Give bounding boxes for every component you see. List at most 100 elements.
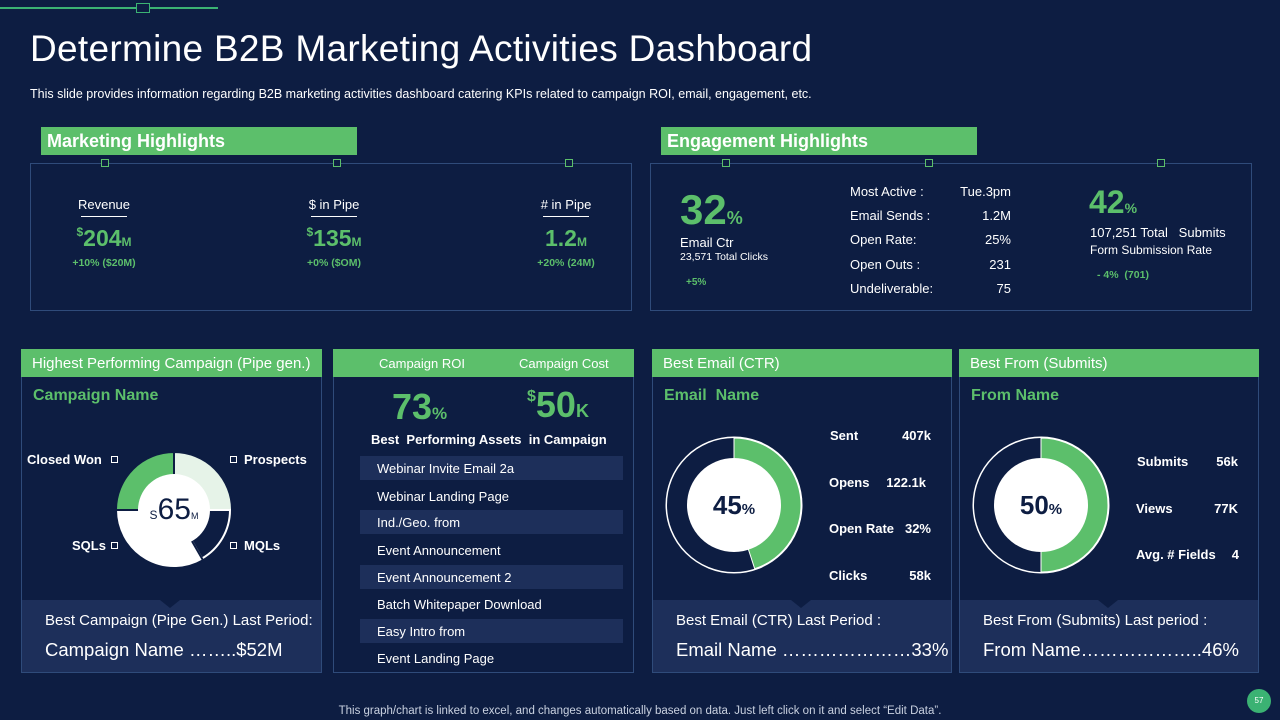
email-donut-value: 45% (694, 490, 774, 521)
email-metric-clicks-value: 58k (909, 568, 931, 583)
label-closed-won: Closed Won (27, 452, 102, 467)
email-ctr-label: Email Ctr (680, 235, 734, 250)
kpi-dollar-pipe-underline (311, 216, 357, 217)
campaign-roi-number: 73 (392, 386, 433, 427)
engagement-highlights-header: Engagement Highlights (661, 127, 977, 155)
form-rate-unit: % (1124, 200, 1138, 216)
marketing-connector-2 (333, 159, 341, 167)
stat-open-rate-label: Open Rate: (850, 232, 917, 247)
kpi-dollar-pipe-number: 135 (313, 225, 352, 251)
asset-row: Easy Intro from (360, 619, 623, 643)
form-card-footer (960, 600, 1258, 672)
email-ctr-value: 32% (680, 186, 743, 234)
stat-most-active-value: Tue.3pm (960, 184, 1011, 199)
form-card-header: Best From (Submits) (959, 349, 1259, 377)
form-foot-notch (1098, 600, 1118, 608)
kpi-count-pipe-number: 1.2 (545, 225, 577, 251)
roi-card-header (333, 349, 634, 377)
campaign-name-label: Campaign Name (33, 387, 159, 404)
marker-sqls (111, 542, 118, 549)
form-foot-value: From Name………………..46% (983, 639, 1239, 660)
engagement-connector-1 (722, 159, 730, 167)
slide-subtitle: This slide provides information regardin… (30, 87, 812, 101)
email-donut-number: 45 (712, 490, 742, 520)
asset-row: Event Landing Page (377, 651, 495, 666)
form-metric-avg-fields-value: 4 (1231, 547, 1239, 562)
campaign-foot-notch (160, 600, 180, 608)
marketing-connector-1 (101, 159, 109, 167)
kpi-revenue-suffix: M (121, 235, 132, 249)
kpi-dollar-pipe-label: $ in Pipe (308, 197, 360, 212)
email-metric-open-rate-value: 32% (904, 521, 931, 536)
label-mqls: MQLs (244, 538, 281, 553)
form-donut-chart (972, 436, 1110, 574)
email-metric-open-rate-label: Open Rate (829, 521, 895, 536)
form-metric-views-label: Views (1136, 501, 1173, 516)
chart-footnote: This graph/chart is linked to excel, and… (338, 705, 942, 717)
email-card-footer (653, 600, 951, 672)
marker-mqls (230, 542, 237, 549)
email-metric-sent-label: Sent (830, 428, 859, 443)
marker-prospects (230, 456, 237, 463)
kpi-count-pipe-suffix: M (576, 235, 587, 249)
engagement-highlights-panel (650, 163, 1252, 311)
marketing-highlights-panel (30, 163, 632, 311)
email-metric-sent-value: 407k (902, 428, 931, 443)
label-sqls: SQLs (72, 538, 106, 553)
email-ctr-clicks: 23,571 Total Clicks (680, 251, 768, 263)
kpi-dollar-pipe-prefix: $ (306, 225, 314, 239)
stat-most-active-label: Most Active : (850, 184, 924, 199)
email-ctr-change: +5% (686, 277, 707, 288)
campaign-foot-value: Campaign Name ……..$52M (45, 639, 283, 660)
asset-row: Batch Whitepaper Download (377, 597, 542, 612)
campaign-cost-label: Campaign Cost (519, 356, 609, 371)
campaign-cost-value: $50K (527, 384, 589, 426)
kpi-dollar-pipe: $ in Pipe $135M +0% ($OM) (264, 197, 404, 269)
stat-email-sends-value: 1.2M (982, 208, 1011, 223)
top-decoration-line (0, 7, 218, 9)
kpi-count-pipe-underline (543, 216, 589, 217)
form-metric-submits-value: 56k (1216, 454, 1238, 469)
kpi-revenue-value: $204M (34, 225, 174, 252)
campaign-roi-value: 73% (392, 386, 447, 428)
kpi-dollar-pipe-change: +0% ($OM) (307, 257, 361, 269)
stat-open-outs-label: Open Outs : (850, 257, 921, 272)
email-card-header: Best Email (CTR) (652, 349, 952, 377)
kpi-count-pipe-label: # in Pipe (540, 197, 592, 212)
campaign-card-header: Highest Performing Campaign (Pipe gen.) (21, 349, 322, 377)
form-metric-avg-fields-label: Avg. # Fields (1136, 547, 1216, 562)
form-total-submits: 107,251 Total Submits (1090, 225, 1226, 240)
slide-title: Determine B2B Marketing Activities Dashb… (30, 28, 813, 69)
email-foot-value: Email Name …………………33% (676, 639, 949, 660)
email-ctr-number: 32 (680, 186, 727, 233)
kpi-dollar-pipe-value: $135M (264, 225, 404, 252)
asset-row: Event Announcement 2 (360, 565, 623, 589)
engagement-connector-3 (1157, 159, 1165, 167)
email-ctr-unit: % (726, 208, 743, 228)
engagement-connector-2 (925, 159, 933, 167)
email-name-label: Email Name (664, 387, 760, 404)
campaign-cost-prefix: $ (527, 388, 536, 405)
form-name-label: From Name (971, 387, 1060, 404)
email-donut-unit: % (741, 501, 756, 518)
kpi-revenue-change: +10% ($20M) (72, 257, 136, 269)
campaign-donut-suffix: M (190, 511, 199, 521)
stat-open-outs-value: 231 (989, 257, 1011, 272)
email-donut-center (687, 458, 781, 552)
form-rate-value: 42% (1089, 184, 1137, 221)
campaign-cost-number: 50 (535, 384, 576, 425)
form-donut-center (994, 458, 1088, 552)
form-metric-views-value: 77K (1214, 501, 1238, 516)
email-foot-notch (791, 600, 811, 608)
campaign-donut-chart (114, 450, 234, 569)
email-metric-clicks-label: Clicks (829, 568, 868, 583)
campaign-foot-label: Best Campaign (Pipe Gen.) Last Period: (45, 612, 313, 629)
asset-row: Webinar Landing Page (377, 489, 510, 504)
form-submission-label: Form Submission Rate (1090, 243, 1213, 257)
email-metric-opens-label: Opens (829, 475, 870, 490)
campaign-roi-label: Campaign ROI (379, 356, 465, 371)
form-metric-submits-label: Submits (1137, 454, 1189, 469)
campaign-donut-value: S65M (134, 493, 214, 527)
asset-row: Ind./Geo. from (360, 510, 623, 534)
stat-open-rate-value: 25% (984, 232, 1011, 247)
